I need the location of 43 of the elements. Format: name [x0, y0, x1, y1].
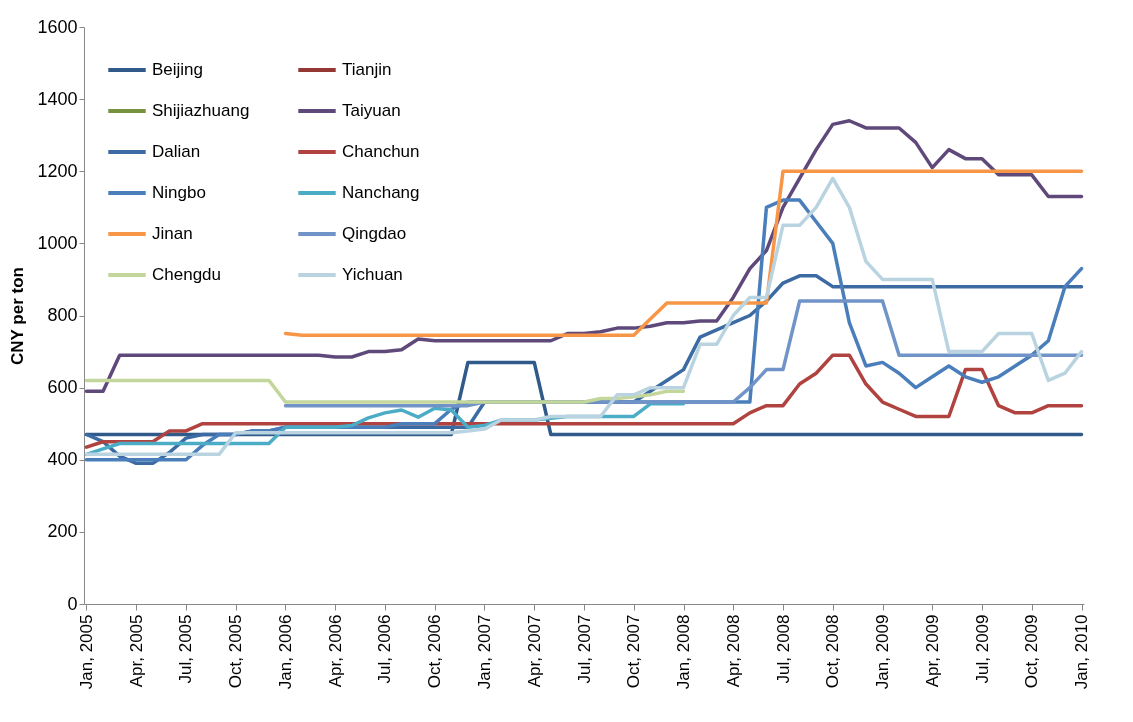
x-tick-label: Jan, 2009 — [873, 614, 893, 690]
x-tick-label: Jul, 2008 — [773, 614, 793, 684]
legend-label: Shijiazhuang — [152, 101, 250, 120]
legend-label: Yichuan — [342, 265, 403, 284]
x-tick-label: Jul, 2006 — [375, 614, 395, 684]
y-tick-label: 0 — [67, 593, 78, 614]
y-tick-label: 1400 — [37, 88, 78, 109]
x-tick-label: Apr, 2005 — [126, 614, 146, 688]
x-tick-label: Jan, 2007 — [475, 614, 494, 690]
legend-label: Taiyuan — [342, 101, 401, 120]
x-tick-label: Jul, 2007 — [574, 614, 594, 684]
x-tick-label: Apr, 2007 — [524, 614, 544, 688]
x-tick-label: Jan, 2006 — [275, 614, 295, 690]
legend-label: Chanchun — [342, 142, 420, 161]
legend-label: Beijing — [152, 60, 204, 79]
x-tick-label: Oct, 2007 — [624, 614, 644, 689]
y-tick-label: 1000 — [37, 232, 78, 253]
y-tick-label: 800 — [47, 305, 78, 325]
legend-label: Jinan — [152, 224, 193, 243]
legend-label: Chengdu — [152, 265, 222, 284]
y-axis-title: CNY per ton — [8, 267, 28, 365]
x-tick-label: Apr, 2009 — [922, 614, 942, 688]
legend-label: Dalian — [152, 142, 201, 161]
x-tick-label: Jul, 2005 — [176, 614, 196, 684]
x-tick-label: Oct, 2005 — [226, 614, 246, 689]
y-tick-label: 1600 — [37, 16, 78, 37]
legend-label: Qingdao — [342, 224, 407, 243]
x-tick-label: Jul, 2009 — [972, 614, 992, 684]
y-tick-label: 400 — [47, 449, 78, 470]
x-tick-label: Oct, 2008 — [823, 614, 843, 689]
x-tick-label: Apr, 2006 — [325, 614, 345, 688]
x-tick-label: Jan, 2005 — [76, 614, 96, 690]
legend-label: Tianjin — [342, 60, 392, 79]
x-tick-label: Apr, 2008 — [723, 614, 743, 688]
y-tick-label: 1200 — [37, 160, 78, 181]
y-tick-label: 200 — [47, 521, 78, 542]
x-tick-label: Jan, 2010 — [1072, 614, 1092, 690]
x-tick-label: Oct, 2006 — [425, 614, 445, 689]
y-tick-label: 600 — [47, 377, 78, 398]
legend-label: Ningbo — [152, 183, 206, 202]
legend-label: Nanchang — [342, 183, 420, 202]
x-tick-label: Jan, 2008 — [674, 614, 693, 690]
x-tick-label: Oct, 2009 — [1022, 614, 1042, 689]
